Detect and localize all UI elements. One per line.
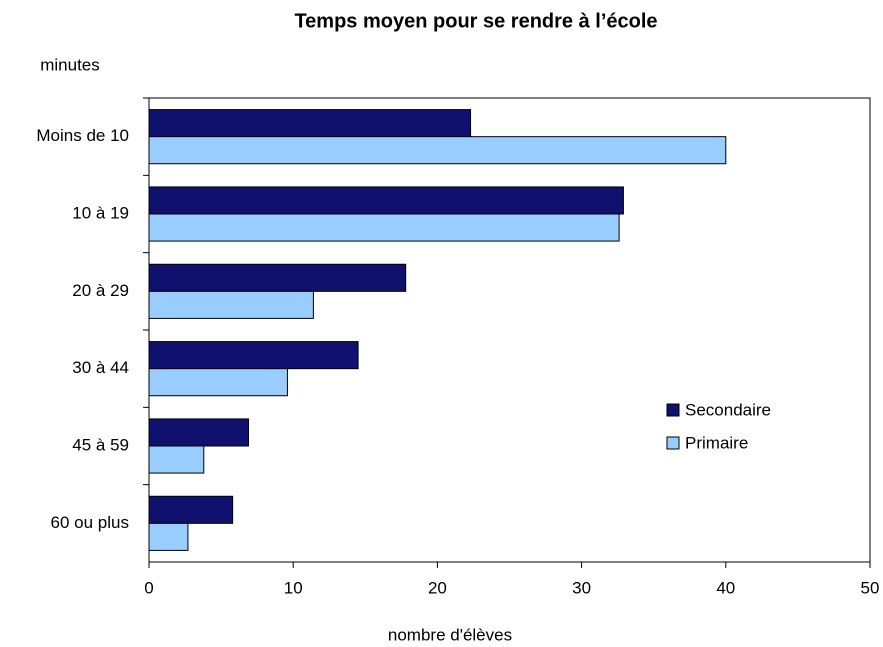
bar [148, 290, 314, 319]
y-tick-label: 20 à 29 [72, 281, 129, 300]
legend-swatch [666, 403, 680, 417]
bar [148, 368, 288, 397]
bar [148, 109, 472, 138]
bar [148, 136, 727, 165]
x-tick-label: 30 [572, 578, 591, 597]
bar [148, 186, 624, 215]
bar [148, 495, 234, 524]
bar [148, 263, 407, 292]
bar [148, 213, 620, 242]
y-tick-label: Moins de 10 [36, 126, 129, 145]
x-axis-label: nombre d'élèves [388, 625, 512, 644]
bar [148, 418, 249, 447]
chart-title: Temps moyen pour se rendre à l’école [294, 10, 657, 32]
x-tick-label: 10 [284, 578, 303, 597]
y-axis-label: minutes [40, 55, 100, 74]
bar [148, 341, 359, 370]
x-tick-label: 40 [716, 578, 735, 597]
bar [148, 522, 189, 551]
y-tick-label: 45 à 59 [72, 435, 129, 454]
plot-area [148, 97, 871, 563]
legend-swatch [666, 436, 680, 450]
x-tick-label: 0 [144, 578, 153, 597]
legend-label: Primaire [685, 433, 748, 452]
x-tick-label: 50 [861, 578, 880, 597]
bar [148, 445, 205, 474]
x-tick-label: 20 [428, 578, 447, 597]
legend-label: Secondaire [685, 400, 771, 419]
y-tick-label: 10 à 19 [72, 203, 129, 222]
y-tick-label: 60 ou plus [51, 513, 129, 532]
y-tick-label: 30 à 44 [72, 358, 129, 377]
